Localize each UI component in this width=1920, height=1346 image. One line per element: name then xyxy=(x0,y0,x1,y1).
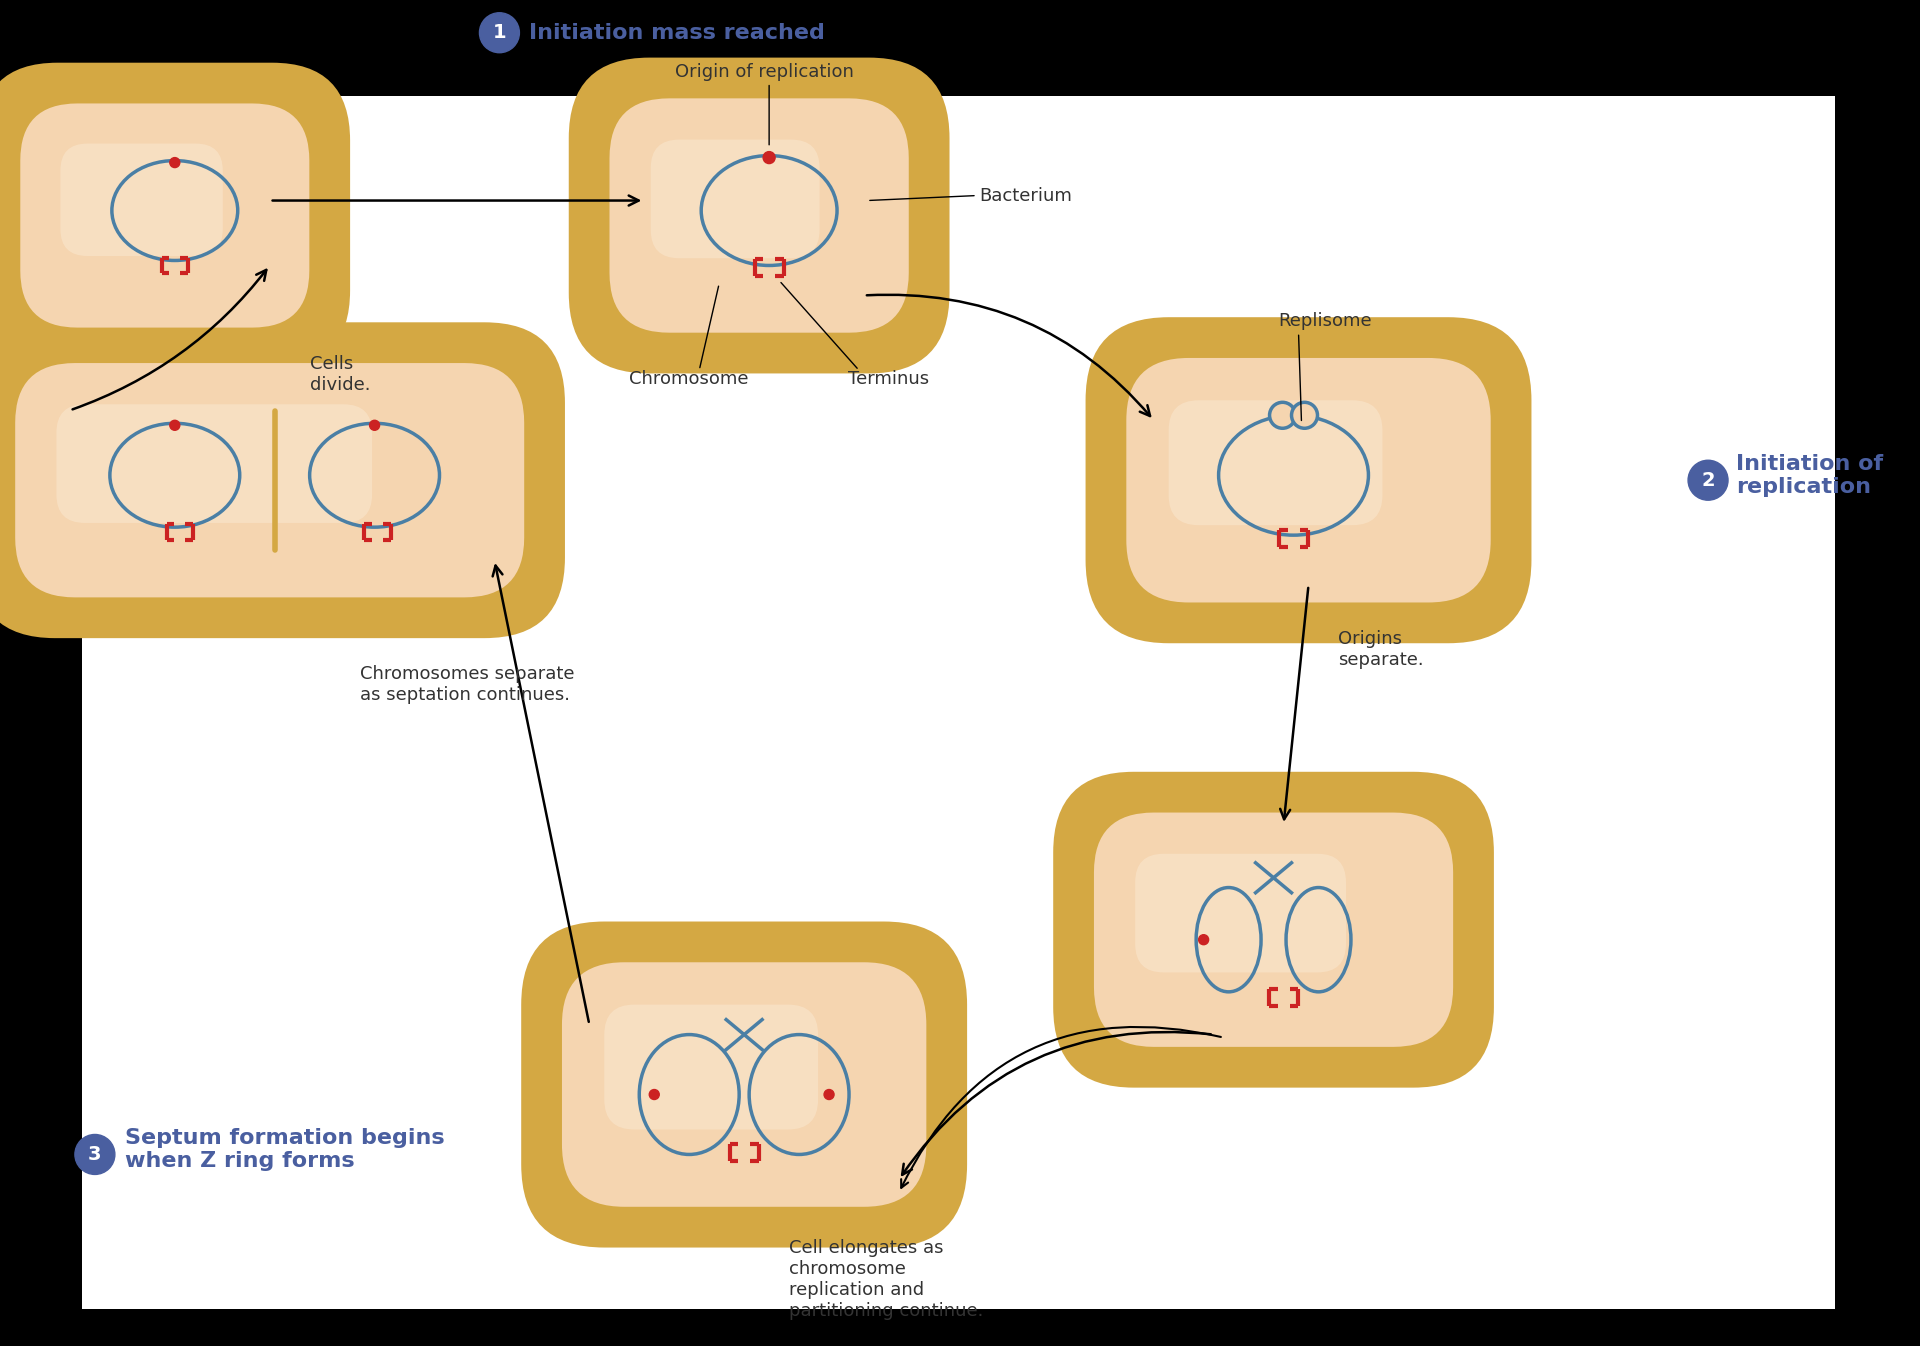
Text: 3: 3 xyxy=(88,1145,102,1164)
Circle shape xyxy=(824,1089,833,1100)
Text: Chromosomes separate
as septation continues.: Chromosomes separate as septation contin… xyxy=(359,665,574,704)
Text: Initiation mass reached: Initiation mass reached xyxy=(530,23,826,43)
Circle shape xyxy=(1688,460,1728,501)
FancyBboxPatch shape xyxy=(0,63,349,369)
FancyBboxPatch shape xyxy=(520,922,968,1248)
FancyBboxPatch shape xyxy=(0,322,564,638)
FancyBboxPatch shape xyxy=(1054,771,1494,1088)
FancyBboxPatch shape xyxy=(1169,400,1382,525)
Circle shape xyxy=(169,420,180,431)
Circle shape xyxy=(169,157,180,167)
FancyBboxPatch shape xyxy=(609,98,908,332)
Text: Origin of replication: Origin of replication xyxy=(674,63,854,81)
FancyBboxPatch shape xyxy=(83,96,1836,1310)
Text: 2: 2 xyxy=(1701,471,1715,490)
FancyBboxPatch shape xyxy=(651,140,820,258)
Text: Terminus: Terminus xyxy=(849,370,929,389)
Circle shape xyxy=(762,152,776,164)
Text: Initiation of
replication: Initiation of replication xyxy=(1736,454,1884,497)
Circle shape xyxy=(1269,402,1296,428)
Circle shape xyxy=(1292,402,1317,428)
FancyBboxPatch shape xyxy=(1085,318,1532,643)
Text: Cells
divide.: Cells divide. xyxy=(309,355,371,394)
Text: Cell elongates as
chromosome
replication and
partitioning continue.: Cell elongates as chromosome replication… xyxy=(789,1240,983,1320)
FancyBboxPatch shape xyxy=(563,962,925,1207)
Circle shape xyxy=(649,1089,659,1100)
Circle shape xyxy=(369,420,380,431)
Text: Chromosome: Chromosome xyxy=(630,370,749,389)
Text: Bacterium: Bacterium xyxy=(979,187,1071,205)
Text: Septum formation begins
when Z ring forms: Septum formation begins when Z ring form… xyxy=(125,1128,445,1171)
FancyBboxPatch shape xyxy=(15,363,524,598)
Circle shape xyxy=(1198,934,1208,945)
Text: Origins
separate.: Origins separate. xyxy=(1338,630,1425,669)
FancyBboxPatch shape xyxy=(21,104,309,327)
Text: Replisome: Replisome xyxy=(1279,312,1373,330)
Text: 1: 1 xyxy=(493,23,507,42)
FancyBboxPatch shape xyxy=(60,144,223,256)
FancyBboxPatch shape xyxy=(1135,853,1346,972)
FancyBboxPatch shape xyxy=(1127,358,1490,603)
FancyBboxPatch shape xyxy=(605,1004,818,1129)
FancyBboxPatch shape xyxy=(568,58,950,373)
Circle shape xyxy=(75,1135,115,1175)
Circle shape xyxy=(480,12,520,52)
FancyBboxPatch shape xyxy=(1094,813,1453,1047)
FancyBboxPatch shape xyxy=(56,404,372,522)
